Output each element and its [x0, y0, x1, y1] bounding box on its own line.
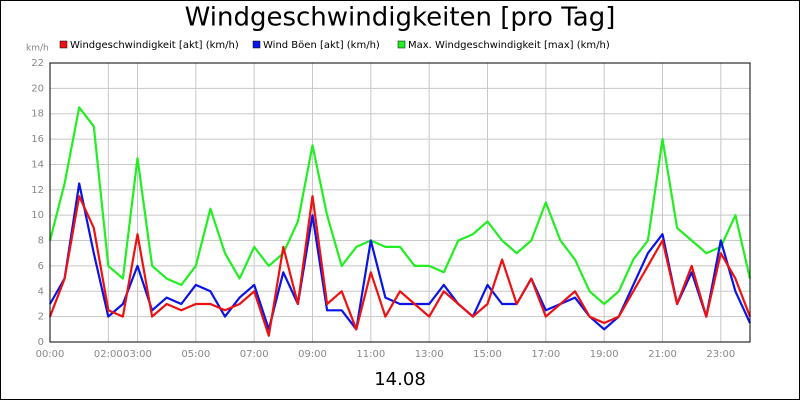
- grid: 0 2 4 6 8 10 12 14 16 18 20 22 00:00 02:00 03:00 05:00 0…: [31, 58, 750, 360]
- y-unit: km/h: [26, 44, 49, 54]
- y-tick-label: 12: [31, 185, 44, 196]
- y-tick-label: 20: [31, 83, 44, 94]
- plot: [48, 106, 752, 337]
- x-tick-label: 02:00: [94, 349, 123, 360]
- legend-label: Wind Böen [akt] (km/h): [263, 40, 380, 51]
- y-tick-label: 16: [31, 134, 44, 145]
- y-tick-label: 0: [38, 337, 44, 348]
- chart-title: Windgeschwindigkeiten [pro Tag]: [185, 3, 616, 33]
- series-line: [48, 106, 752, 306]
- x-axis-label: 14.08: [374, 369, 426, 390]
- x-tick-label: 09:00: [298, 349, 327, 360]
- legend-label: Max. Windgeschwindigkeit [max] (km/h): [408, 40, 610, 51]
- x-tick-label: 11:00: [356, 349, 385, 360]
- y-tick-label: 18: [31, 109, 44, 120]
- legend-swatch: [252, 40, 261, 49]
- x-tick-label: 00:00: [36, 349, 65, 360]
- plot-border: [49, 62, 751, 343]
- x-tick-label: 15:00: [473, 349, 502, 360]
- x-tick-label: 13:00: [415, 349, 444, 360]
- x-tick-label: 17:00: [531, 349, 560, 360]
- legend: Windgeschwindigkeit [akt] (km/h) Wind Böe…: [59, 40, 610, 51]
- x-tick-label: 07:00: [240, 349, 269, 360]
- y-tick-label: 10: [31, 210, 44, 221]
- y-tick-label: 2: [38, 312, 44, 323]
- series-line: [49, 182, 751, 331]
- x-tick-label: 05:00: [181, 349, 210, 360]
- legend-swatch: [59, 40, 68, 49]
- legend-swatch: [397, 40, 406, 49]
- x-tick-label: 03:00: [123, 349, 152, 360]
- y-tick-label: 22: [31, 58, 44, 69]
- x-tick-label: 23:00: [706, 349, 735, 360]
- y-tick-label: 8: [38, 236, 44, 247]
- legend-label: Windgeschwindigkeit [akt] (km/h): [70, 40, 239, 51]
- y-tick-label: 6: [38, 261, 44, 272]
- y-tick-label: 14: [31, 159, 44, 170]
- x-tick-label: 21:00: [648, 349, 677, 360]
- series-line: [48, 195, 752, 337]
- y-tick-label: 4: [38, 286, 44, 297]
- x-tick-label: 19:00: [590, 349, 619, 360]
